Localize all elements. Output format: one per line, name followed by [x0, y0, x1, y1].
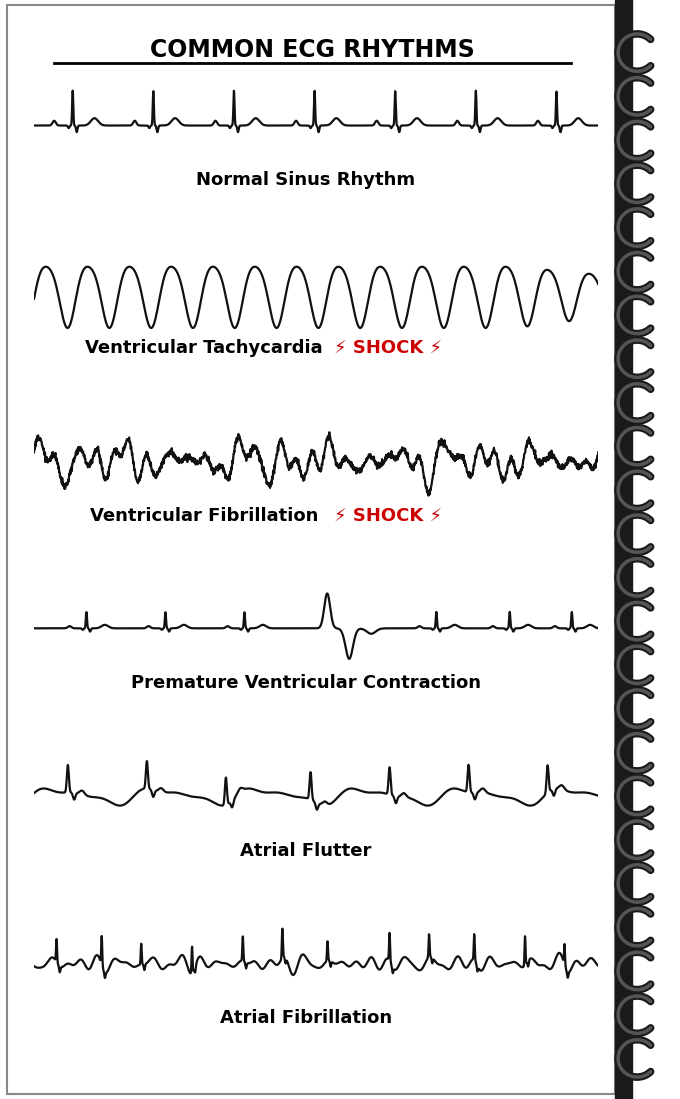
Text: Normal Sinus Rhythm: Normal Sinus Rhythm — [197, 171, 415, 189]
Text: Atrial Fibrillation: Atrial Fibrillation — [220, 1009, 392, 1028]
Text: COMMON ECG RHYTHMS: COMMON ECG RHYTHMS — [150, 38, 475, 63]
Text: Ventricular Fibrillation: Ventricular Fibrillation — [90, 507, 318, 524]
Text: ⚡ SHOCK ⚡: ⚡ SHOCK ⚡ — [333, 507, 442, 524]
Text: ⚡ SHOCK ⚡: ⚡ SHOCK ⚡ — [333, 338, 442, 357]
Text: Ventricular Tachycardia: Ventricular Tachycardia — [85, 338, 323, 357]
Text: Premature Ventricular Contraction: Premature Ventricular Contraction — [131, 674, 481, 692]
Text: Atrial Flutter: Atrial Flutter — [240, 842, 372, 859]
